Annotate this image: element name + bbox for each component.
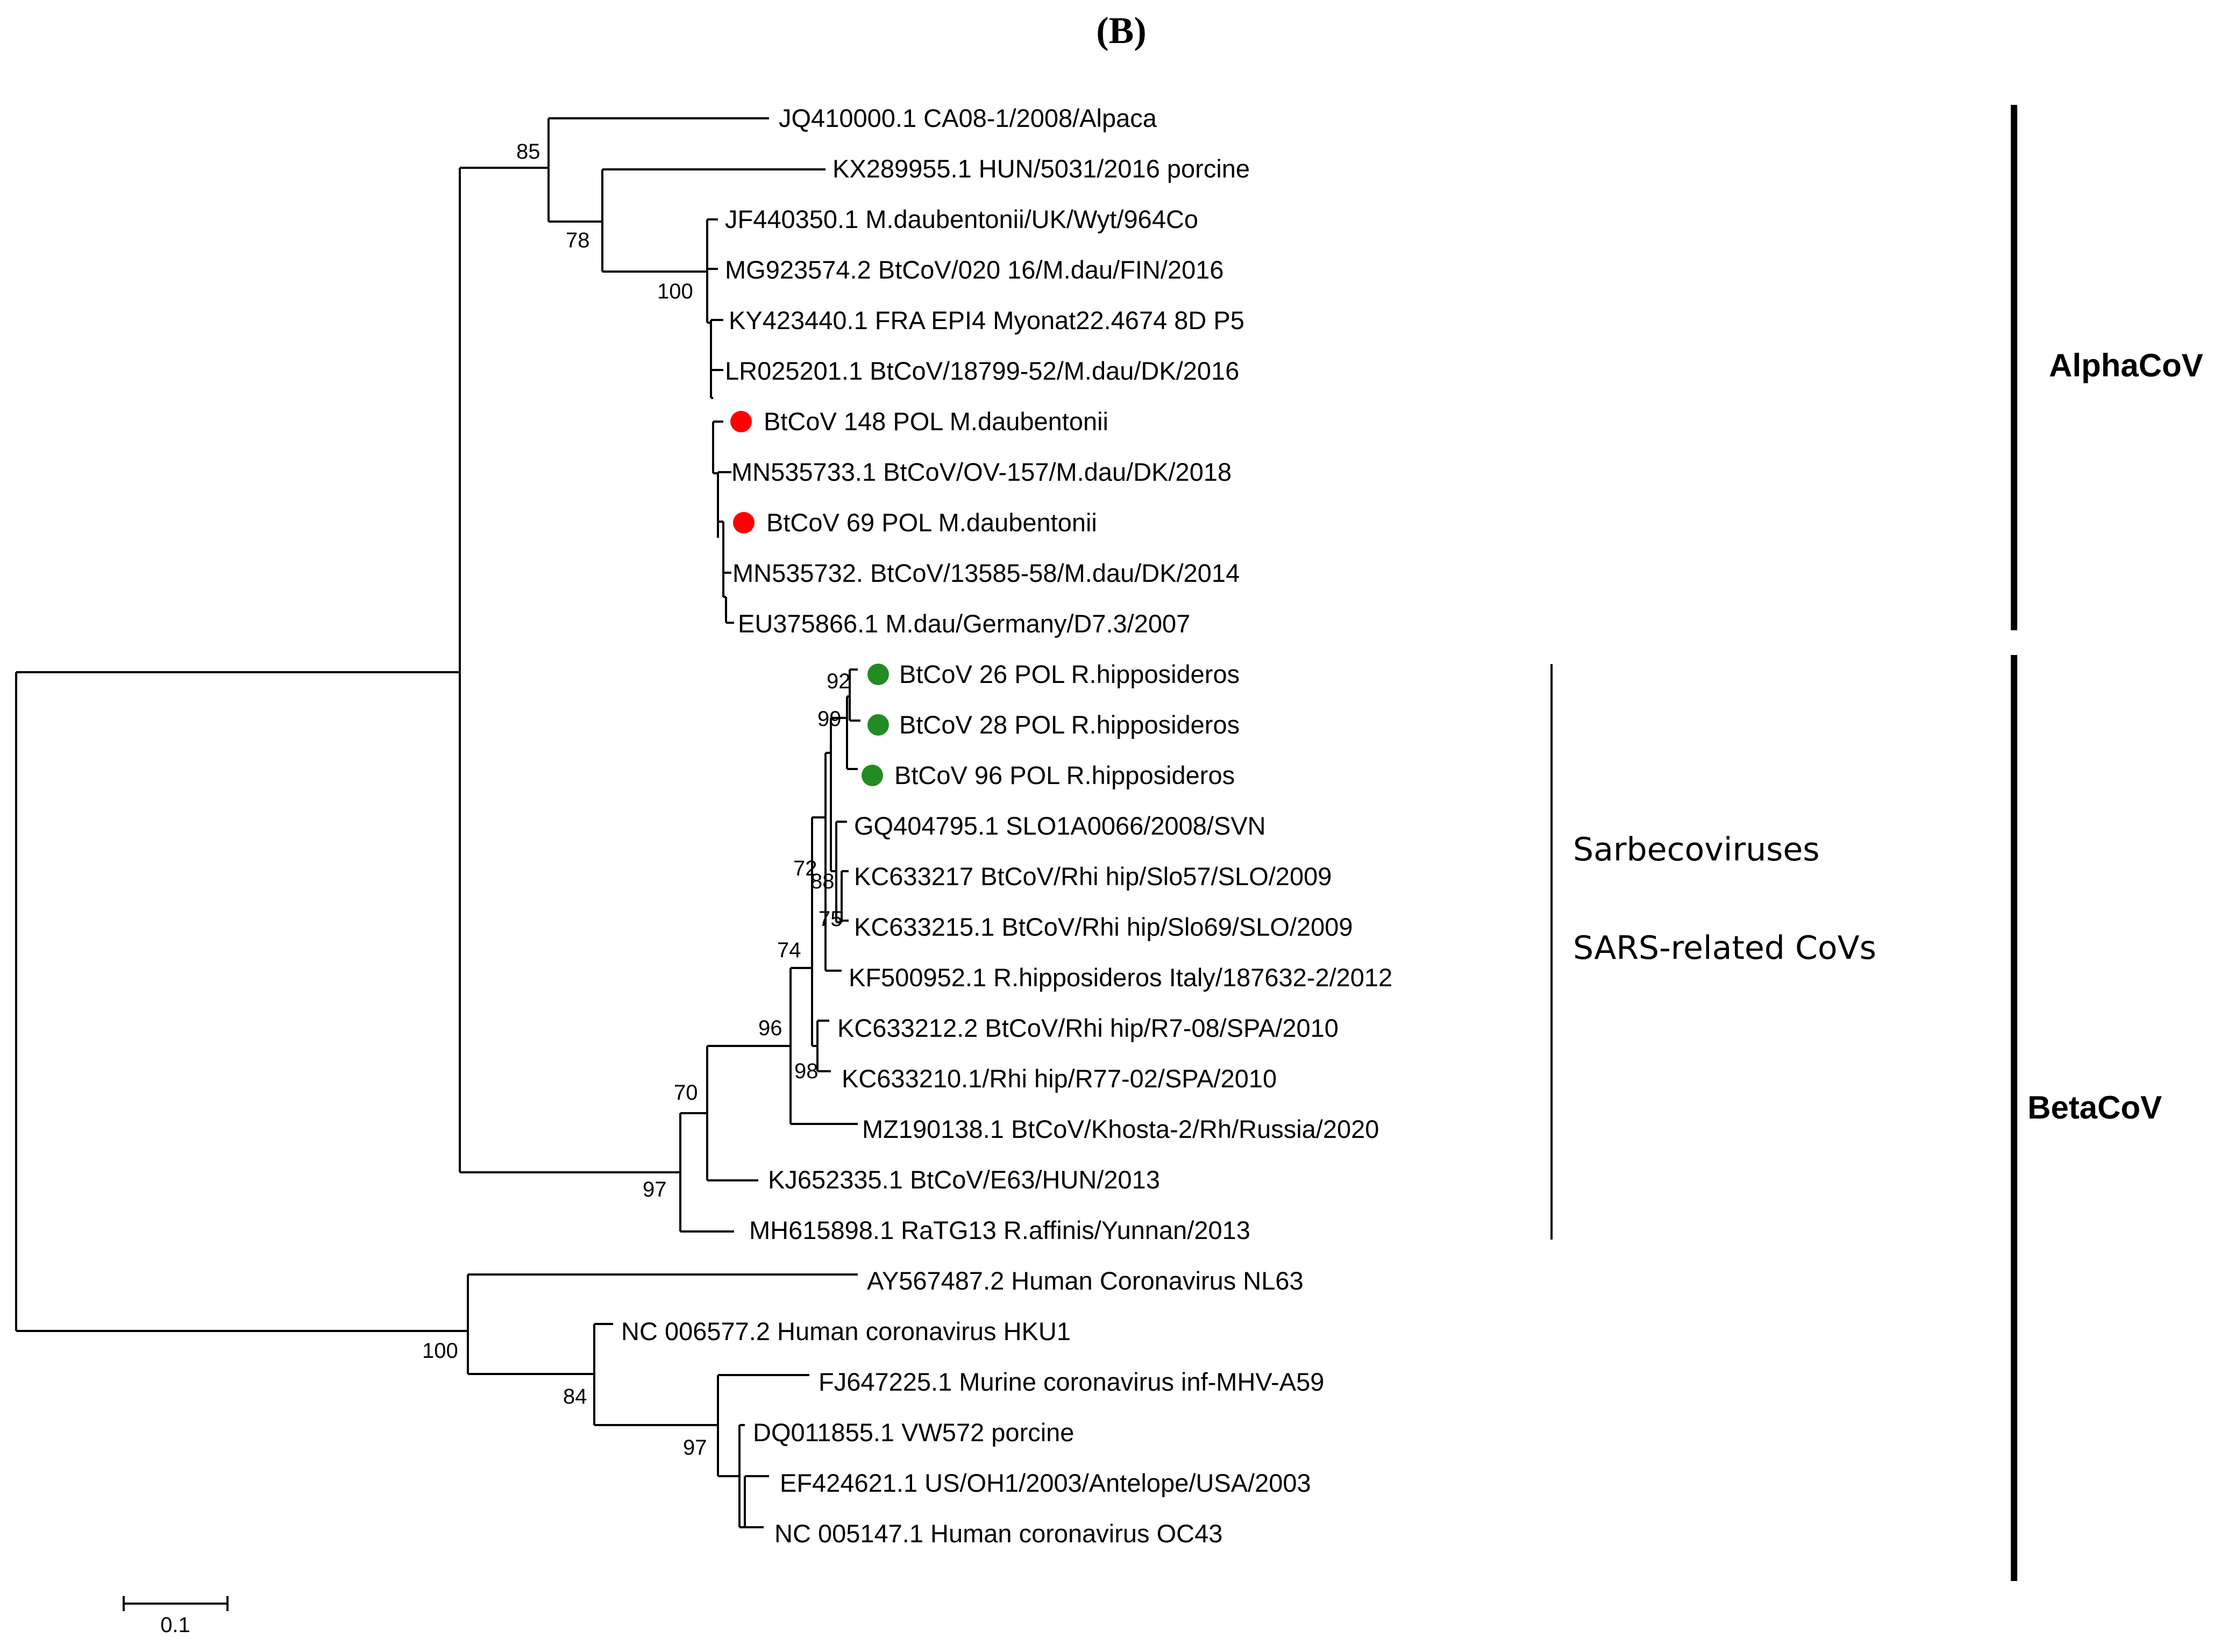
taxon-label: BtCoV 148 POL M.daubentonii: [764, 407, 1108, 436]
taxon-label: MN535733.1 BtCoV/OV-157/M.dau/DK/2018: [731, 458, 1232, 486]
bootstrap-value: 88: [810, 870, 835, 893]
taxon-label: JF440350.1 M.daubentonii/UK/Wyt/964Co: [725, 205, 1198, 233]
marker-dot: [867, 714, 889, 736]
taxon-label: BtCoV 26 POL R.hipposideros: [899, 660, 1240, 688]
bootstrap-value: 96: [758, 1016, 782, 1040]
bootstrap-values: 85 78 100 92 99 72 88 75 74 96 98 70 97 …: [422, 140, 851, 1459]
taxon-label: KC633212.2 BtCoV/Rhi hip/R7-08/SPA/2010: [837, 1014, 1339, 1042]
sarbecoviruses-label: Sarbecoviruses: [1573, 831, 1820, 868]
sars-related-label: SARS-related CoVs: [1573, 929, 1876, 967]
taxon-label: FJ647225.1 Murine coronavirus inf-MHV-A5…: [819, 1368, 1324, 1396]
marker-dot: [730, 411, 752, 432]
bootstrap-value: 97: [683, 1436, 707, 1459]
alphacov-label: AlphaCoV: [2049, 347, 2203, 383]
taxon-label: KX289955.1 HUN/5031/2016 porcine: [832, 154, 1250, 183]
bootstrap-value: 98: [794, 1059, 819, 1083]
betacov-label: BetaCoV: [2027, 1090, 2162, 1126]
panel-label: (B): [1096, 10, 1146, 52]
taxon-label: GQ404795.1 SLO1A0066/2008/SVN: [854, 811, 1266, 840]
taxon-label: LR025201.1 BtCoV/18799-52/M.dau/DK/2016: [725, 357, 1239, 385]
taxon-labels: JQ410000.1 CA08-1/2008/Alpaca KX289955.1 …: [621, 104, 1392, 1548]
taxon-label: KF500952.1 R.hipposideros Italy/187632-2…: [849, 963, 1392, 992]
taxon-label: NC 006577.2 Human coronavirus HKU1: [621, 1317, 1071, 1345]
taxon-label: MG923574.2 BtCoV/020 16/M.dau/FIN/2016: [725, 255, 1224, 284]
scale-bar: [123, 1596, 229, 1611]
bootstrap-value: 97: [643, 1178, 667, 1201]
taxon-label: EF424621.1 US/OH1/2003/Antelope/USA/2003: [780, 1469, 1311, 1497]
taxon-label: NC 005147.1 Human coronavirus OC43: [774, 1519, 1222, 1548]
bootstrap-value: 75: [819, 907, 843, 931]
bootstrap-value: 72: [793, 857, 817, 880]
bootstrap-value: 100: [657, 280, 693, 303]
taxon-label: KC633215.1 BtCoV/Rhi hip/Slo69/SLO/2009: [854, 913, 1353, 941]
marker-dot: [867, 664, 889, 685]
bootstrap-value: 78: [566, 229, 590, 252]
taxon-label: AY567487.2 Human Coronavirus NL63: [867, 1266, 1304, 1295]
bootstrap-value: 70: [674, 1081, 698, 1105]
bootstrap-value: 92: [827, 670, 851, 693]
bootstrap-value: 99: [817, 707, 842, 731]
taxon-label: BtCoV 28 POL R.hipposideros: [899, 710, 1240, 739]
tree-branches: [15, 117, 860, 1528]
taxon-label: EU375866.1 M.dau/Germany/D7.3/2007: [738, 609, 1190, 638]
bootstrap-value: 100: [422, 1339, 458, 1363]
taxon-label: KC633210.1/Rhi hip/R77-02/SPA/2010: [842, 1064, 1277, 1093]
taxon-label: KC633217 BtCoV/Rhi hip/Slo57/SLO/2009: [854, 862, 1332, 891]
marker-dot: [733, 512, 755, 533]
bootstrap-value: 85: [516, 140, 540, 163]
bootstrap-value: 74: [777, 938, 801, 962]
taxon-label: BtCoV 96 POL R.hipposideros: [894, 761, 1235, 789]
taxon-label: KY423440.1 FRA EPI4 Myonat22.4674 8D P5: [729, 306, 1244, 334]
marker-dot: [862, 765, 883, 786]
scale-bar-label: 0.1: [160, 1613, 190, 1637]
taxon-label: KJ652335.1 BtCoV/E63/HUN/2013: [768, 1165, 1160, 1194]
taxon-label: DQ011855.1 VW572 porcine: [753, 1418, 1074, 1447]
taxon-label: MH615898.1 RaTG13 R.affinis/Yunnan/2013: [749, 1216, 1250, 1244]
taxon-label: BtCoV 69 POL M.daubentonii: [766, 508, 1097, 537]
taxon-label: MZ190138.1 BtCoV/Khosta-2/Rh/Russia/2020: [862, 1115, 1379, 1143]
bootstrap-value: 84: [563, 1385, 587, 1408]
taxon-label: JQ410000.1 CA08-1/2008/Alpaca: [779, 104, 1157, 132]
taxon-label: MN535732. BtCoV/13585-58/M.dau/DK/2014: [732, 559, 1240, 587]
